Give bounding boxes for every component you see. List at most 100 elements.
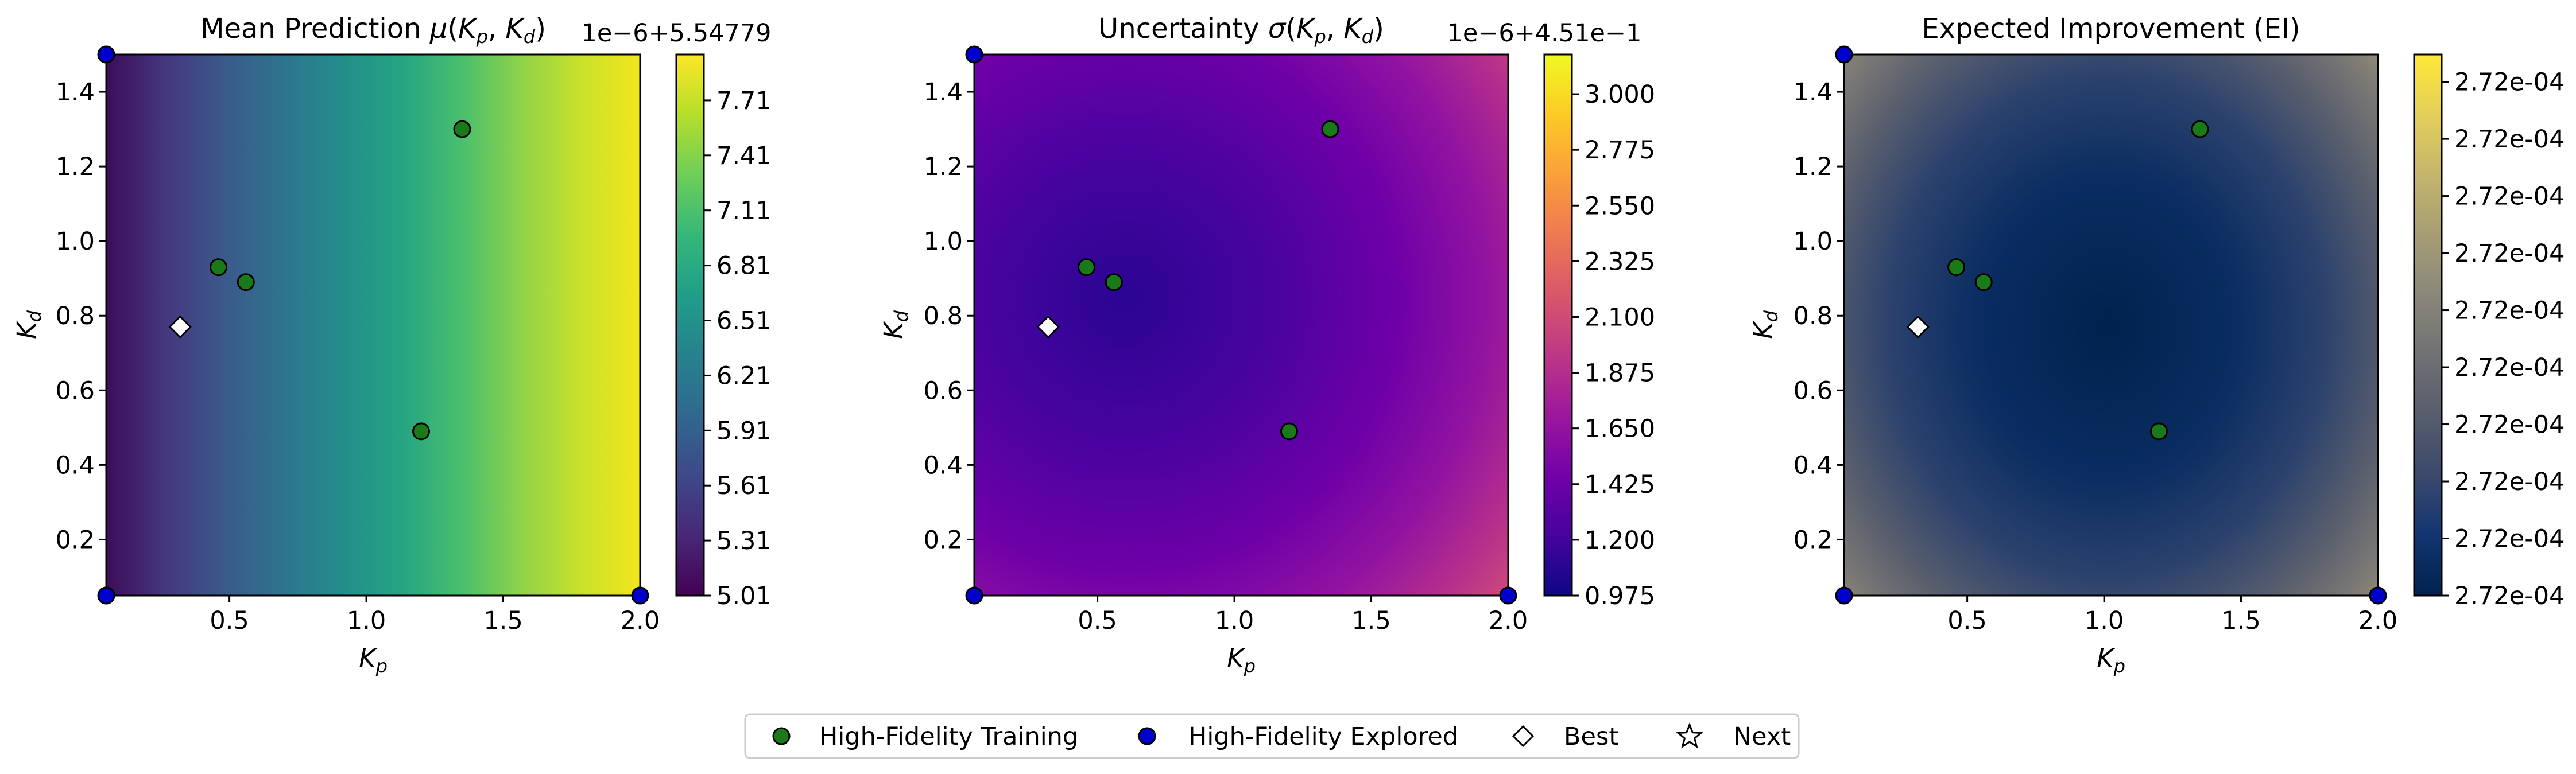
colorbar-tick-label: 2.72e-04 [2454,353,2565,382]
explored-point [1499,586,1517,605]
uncertainty-colorbar-frame [1543,53,1573,597]
training-point [1947,258,1966,277]
ei-colorbar-frame [2413,53,2443,597]
uncertainty-x-ticks: 0.5 1.0 1.5 2.0 [1078,596,1528,635]
mean-plot-frame [105,53,641,597]
uncertainty-plot-frame [973,53,1509,597]
mean-colorbar-ticks: 5.01 5.31 5.61 5.91 6.21 6.51 6.81 7.11 7.41 7.71 [704,87,772,610]
mean-y-axis-label: Kd [11,310,45,339]
colorbar-tick-label: 2.100 [1585,303,1655,332]
y-tick-label: 0.8 [56,302,95,330]
y-tick-label: 1.0 [1793,227,1833,256]
training-point [237,273,255,291]
colorbar-tick-label: 2.72e-04 [2454,68,2565,97]
mean-chart-title: Mean Prediction μ(Kp, Kd) [200,13,546,48]
colorbar-tick-label: 2.72e-04 [2454,239,2565,268]
x-tick-label: 0.5 [1078,606,1117,635]
x-tick-label: 0.5 [1947,606,1986,635]
colorbar-tick-label: 2.72e-04 [2454,297,2565,325]
training-point [1078,258,1096,277]
colorbar-tick-label: 3.000 [1585,80,1655,109]
y-tick-label: 0.2 [924,526,963,554]
ei-colorbar [2414,55,2442,596]
explored-point [965,45,983,64]
legend-training-marker [772,727,791,745]
colorbar-tick-label: 2.72e-04 [2454,468,2565,496]
mean-colorbar [676,55,704,596]
colorbar-tick-label: 1.200 [1585,526,1655,555]
uncertainty-y-axis-label: Kd [878,310,912,339]
uncertainty-colorbar [1544,55,1572,596]
training-point [1280,422,1298,441]
training-point [210,258,228,277]
colorbar-tick-label: 5.01 [716,582,772,610]
explored-point [97,586,115,605]
y-tick-label: 0.2 [1793,526,1833,554]
legend-best-marker [1512,725,1535,748]
best-point [1036,315,1060,339]
x-tick-label: 1.5 [1351,606,1390,635]
y-tick-label: 0.4 [1793,451,1833,480]
y-tick-label: 0.8 [1793,302,1833,330]
ei-colorbar-ticks: 2.72e-04 2.72e-04 2.72e-04 2.72e-04 2.72e-04… [2442,68,2565,610]
uncertainty-chart-title: Uncertainty σ(Kp, Kd) [1098,13,1384,48]
training-point [1321,120,1339,138]
ei-y-axis-label: Kd [1748,310,1782,339]
explored-point [631,586,649,605]
colorbar-tick-label: 1.875 [1585,359,1655,388]
mean-colorbar-frame [675,53,705,597]
x-tick-label: 2.0 [2358,606,2397,635]
mean-x-ticks: 0.5 1.0 1.5 2.0 [210,596,660,635]
training-point [1974,273,1993,291]
y-tick-label: 1.0 [56,227,95,256]
colorbar-tick-label: 2.72e-04 [2454,411,2565,439]
colorbar-tick-label: 6.21 [716,361,772,390]
explored-point [1835,45,1853,64]
y-tick-label: 0.6 [1793,376,1833,405]
x-tick-label: 1.0 [1215,606,1254,635]
uncertainty-colorbar-offset: 1e−6+4.51e−1 [1447,19,1642,48]
y-tick-label: 1.2 [56,153,95,181]
ei-plot-frame [1843,53,2379,597]
colorbar-tick-label: 2.775 [1585,136,1655,165]
y-tick-label: 1.2 [924,153,963,181]
uncertainty-panel: 0.5 1.0 1.5 2.0 0.2 0.4 0.6 0.8 1.0 1.2 1.4 Uncer… [878,13,1655,677]
mean-colorbar-offset: 1e−6+5.54779 [581,19,771,48]
mean-y-ticks: 0.2 0.4 0.6 0.8 1.0 1.2 1.4 [56,78,106,554]
legend-explored-label: High-Fidelity Explored [1188,722,1458,751]
y-tick-label: 0.2 [56,526,95,554]
x-tick-label: 2.0 [1489,606,1528,635]
training-point [1105,273,1123,291]
uncertainty-heatmap [974,55,1508,596]
mean-x-axis-label: Kp [359,643,388,677]
ei-chart-title: Expected Improvement (EI) [1922,13,2300,45]
y-tick-label: 0.8 [924,302,963,330]
mean-prediction-panel: 0.5 1.0 1.5 2.0 0.2 0.4 0.6 0.8 1.0 1.2 1.4 Mean … [11,13,772,677]
legend-best-label: Best [1564,722,1618,751]
y-tick-label: 0.4 [924,451,963,480]
ei-points [1835,45,2387,605]
colorbar-tick-label: 1.425 [1585,470,1655,499]
colorbar-tick-label: 2.550 [1585,192,1655,220]
y-tick-label: 1.4 [924,78,963,107]
explored-point [1835,586,1853,605]
training-point [453,120,471,138]
explored-point [97,45,115,64]
uncertainty-colorbar-ticks: 0.975 1.200 1.425 1.650 1.875 2.100 2.325 2.550… [1572,80,1655,610]
legend-next-marker [1676,722,1703,749]
uncertainty-y-ticks: 0.2 0.4 0.6 0.8 1.0 1.2 1.4 [924,78,974,554]
uncertainty-x-axis-label: Kp [1227,643,1256,677]
x-tick-label: 1.5 [483,606,522,635]
uncertainty-points [965,45,1517,605]
x-tick-label: 2.0 [621,606,660,635]
legend: High-Fidelity Training High-Fidelity Exp… [744,713,1800,759]
y-tick-label: 0.6 [56,376,95,405]
ei-x-ticks: 0.5 1.0 1.5 2.0 [1947,596,2397,635]
mean-points [97,45,649,605]
best-point [168,315,192,339]
y-tick-label: 1.0 [924,227,963,256]
best-point [1906,315,1930,339]
ei-heatmap [1844,55,2378,596]
colorbar-tick-label: 0.975 [1585,582,1655,610]
explored-point [965,586,983,605]
